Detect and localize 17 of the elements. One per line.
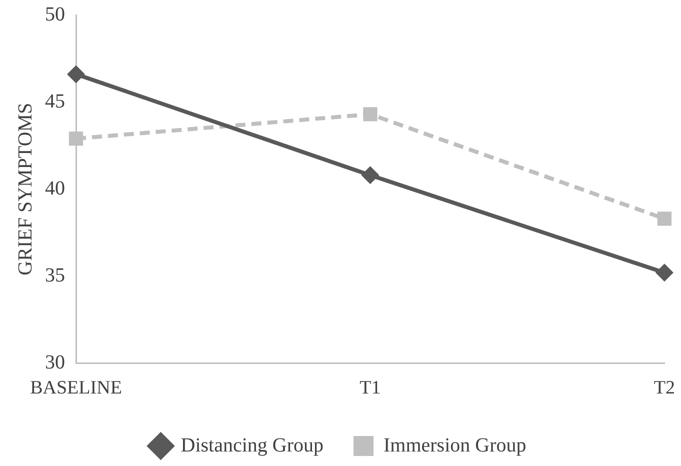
- y-tick-label: 35: [45, 264, 65, 286]
- y-tick-label: 45: [45, 90, 65, 112]
- point: [68, 132, 84, 146]
- x-tick-label: T1: [360, 378, 381, 399]
- y-axis-title: GRIEF SYMPTOMS: [14, 102, 36, 276]
- legend-label: Immersion Group: [384, 434, 526, 456]
- point: [363, 107, 378, 122]
- point: [67, 65, 85, 84]
- point: [657, 212, 672, 226]
- point: [361, 166, 380, 184]
- y-tick-label: 40: [45, 177, 65, 200]
- y-tick-label: 30: [45, 351, 65, 374]
- point: [655, 264, 674, 282]
- legend-label: Distancing Group: [180, 434, 324, 456]
- x-tick-label: BASELINE: [30, 378, 122, 399]
- y-tick-label: 50: [45, 3, 65, 26]
- x-tick-label: T2: [654, 378, 675, 399]
